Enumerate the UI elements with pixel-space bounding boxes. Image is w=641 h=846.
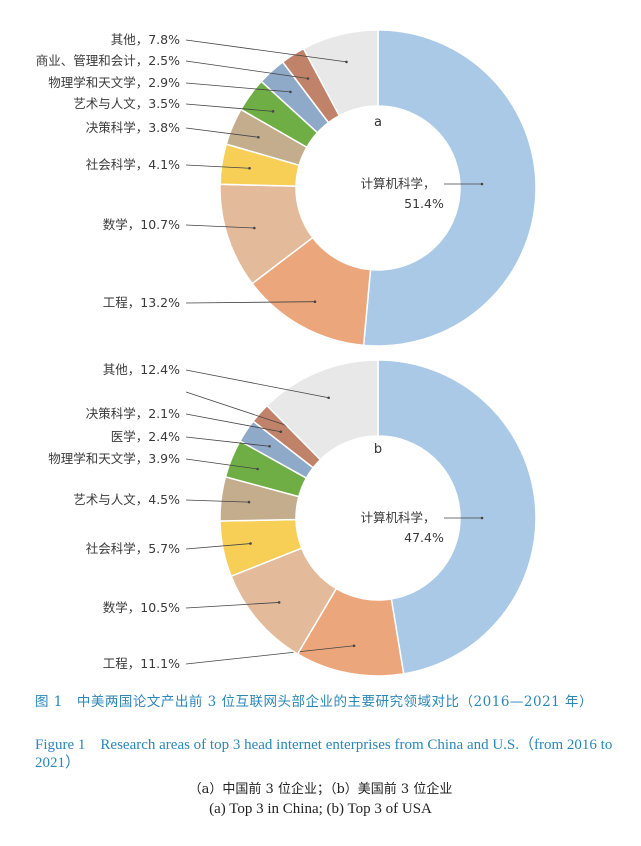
leader-dot-b-6: [268, 444, 271, 448]
leader-line-b-2: [185, 602, 280, 609]
slice-label-b-7: 决策科学，2.1%: [86, 406, 180, 421]
donut-a-slice-8: [302, 29, 379, 117]
caption-en-subtitle: (a) Top 3 in China; (b) Top 3 of USA: [209, 801, 432, 817]
leader-line-a-6: [185, 82, 291, 93]
leader-dot-a-1: [313, 300, 317, 303]
leader-dot-b-5: [256, 467, 259, 471]
slice-label-a-2: 数学，10.7%: [103, 217, 180, 232]
leader-line-a-2: [185, 224, 255, 229]
slice-label-b-4: 艺术与人文，4.5%: [73, 492, 180, 507]
leader-dot-b-3: [249, 542, 252, 545]
slice-label-a-5: 艺术与人文，3.5%: [73, 96, 180, 111]
center-label-a: 计算机科学，: [360, 176, 435, 191]
slice-label-b-1: 工程，11.1%: [103, 656, 180, 671]
slice-label-a-3: 社会科学，4.1%: [86, 157, 180, 172]
donut-b-slice-9: [265, 359, 379, 461]
leader-line-b-4: [185, 499, 249, 503]
donut-charts: 工程，13.2% 数学，10.7% 社会科学，4.1% 决策科学，3.8% 艺术与人文，…: [36, 29, 537, 677]
leader-line-b-7: [185, 413, 281, 433]
center-value-b: 47.4%: [404, 530, 444, 545]
slice-label-a-6: 物理学和天文学，2.9%: [48, 75, 180, 90]
donut-b-slice-0: [377, 359, 537, 675]
donut-a-slice-0: [362, 29, 537, 347]
leader-dot-a-6: [289, 90, 292, 94]
slice-label-b-3: 社会科学，5.7%: [86, 541, 180, 556]
center-leader-dot-a: [480, 182, 484, 186]
leader-dot-b-9: [327, 396, 330, 400]
leader-line-b-8: [185, 391, 287, 426]
leader-line-a-7: [185, 60, 308, 79]
center-value-a: 51.4%: [404, 196, 444, 211]
leader-dot-a-8: [345, 60, 348, 64]
leader-dot-a-4: [257, 135, 260, 139]
slice-label-a-8: 其他，7.8%: [111, 32, 180, 47]
leader-line-b-9: [185, 369, 329, 399]
leader-dot-b-7: [279, 430, 283, 434]
leader-dot-b-2: [277, 601, 281, 604]
leader-dot-b-1: [352, 644, 356, 648]
leader-line-a-3: [185, 164, 250, 169]
center-leader-dot-b: [480, 516, 484, 520]
center-label-b: 计算机科学，: [360, 510, 435, 525]
panel-letter-a: a: [374, 115, 382, 130]
caption-cn-title: 图 1 中美两国论文产出前 3 位互联网头部企业的主要研究领域对比（2016—2…: [35, 694, 594, 710]
leader-line-a-1: [185, 301, 315, 304]
leader-dot-a-3: [248, 166, 251, 170]
leader-line-a-8: [185, 39, 347, 63]
leader-line-b-3: [185, 543, 251, 550]
slice-label-b-2: 数学，10.5%: [103, 600, 180, 615]
leader-line-b-1: [185, 645, 355, 665]
leader-line-a-5: [185, 103, 274, 112]
leader-dot-b-4: [247, 500, 251, 504]
slice-label-b-5: 物理学和天文学，3.9%: [48, 451, 180, 466]
slice-label-b-9: 其他，12.4%: [103, 362, 180, 377]
slice-label-b-6: 医学，2.4%: [111, 429, 180, 444]
leader-dot-a-2: [253, 226, 256, 230]
panel-letter-b: b: [374, 442, 382, 457]
caption-en-title: Figure 1 Research areas of top 3 head in…: [35, 737, 613, 771]
leader-dot-a-7: [306, 77, 310, 80]
slice-label-a-4: 决策科学，3.8%: [86, 120, 180, 135]
slice-label-a-7: 商业、管理和会计，2.5%: [36, 53, 180, 68]
caption-cn-subtitle: （a）中国前 3 位企业；（b）美国前 3 位企业: [188, 782, 453, 797]
leader-line-b-6: [185, 436, 270, 447]
leader-line-a-4: [185, 127, 259, 138]
leader-line-b-5: [185, 458, 258, 470]
leader-dot-a-5: [271, 110, 275, 113]
slice-label-a-1: 工程，13.2%: [103, 295, 180, 310]
